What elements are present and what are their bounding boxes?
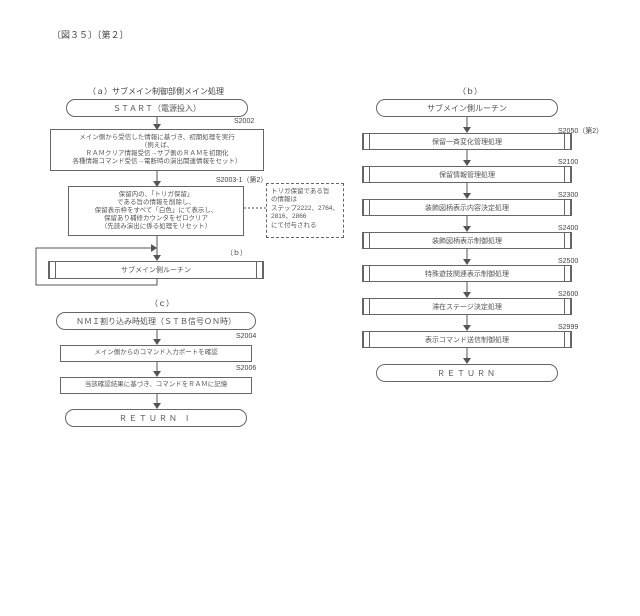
s2003-label: S2003-1（第2） — [216, 175, 267, 185]
loop-back-arrow — [33, 245, 167, 289]
s2050-predef: 保留一斉変化管理処理 — [362, 133, 572, 150]
s2600-predef: 滞在ステージ決定処理 — [362, 298, 572, 315]
s2002-process: メイン側から受信した情報に基づき、初期処理を実行 （例えば、 ＲＡＭクリア情報受… — [50, 129, 264, 171]
nmi-terminator: ＮＭＩ割り込み時処理（ＳＴＢ信号ＯＮ時） — [56, 312, 256, 330]
s2999-label: S2999 — [558, 324, 578, 331]
s2100-predef: 保留情報管理処理 — [362, 166, 572, 183]
arrow-b-1 — [465, 117, 475, 133]
figure-header: 〔図３５〕〔第２〕 — [52, 28, 129, 41]
s2004-label: S2004 — [236, 333, 256, 340]
s2300-predef: 装飾図柄表示内容決定処理 — [362, 199, 572, 216]
s2003-process: 保留内の、「トリガ保留」 である旨の情報を削除し、 保留表示枠をすべて「白色」に… — [68, 186, 244, 236]
return1-terminator: ＲＥＴＵＲＮ Ⅰ — [65, 409, 247, 427]
start-terminator: ＳＴＡＲＴ（電源投入） — [66, 99, 248, 117]
s2600-text: 滞在ステージ決定処理 — [424, 302, 510, 312]
b-routine-terminator: サブメイン側ルーチン — [376, 99, 558, 117]
arrow-b-return — [465, 348, 475, 364]
s2002-label: S2002 — [234, 118, 254, 125]
arrow-b-5 — [465, 249, 475, 265]
s2400-label: S2400 — [558, 225, 578, 232]
arrow-b-2 — [465, 150, 475, 166]
s2999-text: 表示コマンド送信制御処理 — [417, 335, 517, 345]
col-c-title: （ｃ） — [150, 298, 174, 309]
arrow-s2006-to-return1 — [155, 394, 165, 409]
s2300-text: 装飾図柄表示内容決定処理 — [417, 203, 517, 213]
b-mark: （ｂ） — [226, 248, 247, 258]
arrow-nmi-to-s2004 — [155, 330, 165, 345]
arrow-b-3 — [465, 183, 475, 199]
arrow-s2004-to-s2006 — [155, 362, 165, 377]
s2004-process: メイン側からのコマンド入力ポートを確認 — [60, 345, 252, 362]
s2006-process: 当該確認結果に基づき、コマンドをＲＡＭに記憶 — [60, 377, 252, 394]
trigger-note-text: トリガ保留である旨 の情報は ステップ2222、2764、 2816、2866 … — [271, 188, 339, 229]
s2600-label: S2600 — [558, 291, 578, 298]
arrow-b-7 — [465, 315, 475, 331]
s2400-text: 装飾図柄表示制御処理 — [424, 236, 510, 246]
trigger-note: トリガ保留である旨 の情報は ステップ2222、2764、 2816、2866 … — [266, 183, 344, 238]
arrow-b-6 — [465, 282, 475, 298]
s2006-text: 当該確認結果に基づき、コマンドをＲＡＭに記憶 — [85, 381, 228, 389]
s2100-label: S2100 — [558, 159, 578, 166]
col-a-title: （ａ）サブメイン制御部側メイン処理 — [88, 86, 224, 97]
b-return-terminator: ＲＥＴＵＲＮ — [376, 364, 558, 382]
s2500-predef: 特殊遊技関連表示制御処理 — [362, 265, 572, 282]
s2500-text: 特殊遊技関連表示制御処理 — [417, 269, 517, 279]
s2300-label: S2300 — [558, 192, 578, 199]
arrow-b-4 — [465, 216, 475, 232]
s2050-text: 保留一斉変化管理処理 — [424, 137, 510, 147]
s2002-text: メイン側から受信した情報に基づき、初期処理を実行 （例えば、 ＲＡＭクリア情報受… — [73, 134, 242, 167]
s2003-text: 保留内の、「トリガ保留」 である旨の情報を削除し、 保留表示枠をすべて「白色」に… — [95, 191, 218, 232]
s2006-label: S2006 — [236, 365, 256, 372]
col-b-title: （ｂ） — [458, 86, 482, 97]
s2400-predef: 装飾図柄表示制御処理 — [362, 232, 572, 249]
dashed-leader — [244, 206, 266, 210]
page: 〔図３５〕〔第２〕 （ａ）サブメイン制御部側メイン処理 ＳＴＡＲＴ（電源投入） … — [0, 0, 640, 616]
s2100-text: 保留情報管理処理 — [431, 170, 503, 180]
s2999-predef: 表示コマンド送信制御処理 — [362, 331, 572, 348]
s2004-text: メイン側からのコマンド入力ポートを確認 — [94, 349, 218, 357]
arrow-s2002-to-s2003 — [155, 171, 165, 187]
s2500-label: S2500 — [558, 258, 578, 265]
